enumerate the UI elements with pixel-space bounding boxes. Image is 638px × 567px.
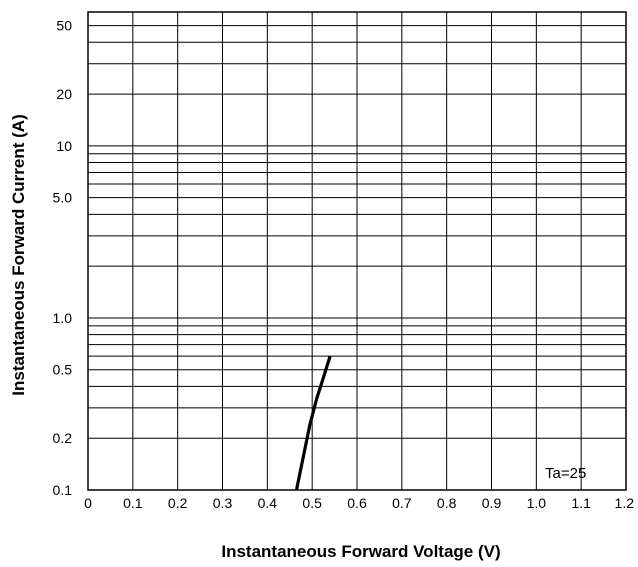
x-tick-label: 0.7 [392, 495, 412, 511]
series [294, 355, 332, 491]
y-tick-label: 0.1 [53, 482, 73, 498]
plot-area [87, 11, 627, 491]
x-tick-label: 1.2 [615, 495, 635, 511]
y-tick-label: 0.5 [53, 362, 73, 378]
forward-current-curve [294, 355, 332, 491]
x-tick-label: 0.6 [347, 495, 367, 511]
annotation-temperature: Ta=25 [545, 465, 586, 482]
grid [87, 11, 627, 491]
x-tick-label: 0.5 [302, 495, 322, 511]
x-tick-labels: 0 0.1 0.2 0.3 0.4 0.5 0.6 0.7 0.8 0.9 1.0 1.1 1.2 [84, 495, 634, 511]
x-tick-label: 0 [84, 495, 92, 511]
x-tick-label: 0.4 [258, 495, 278, 511]
y-tick-label: 0.2 [53, 430, 73, 446]
x-tick-label: 1.0 [527, 495, 547, 511]
y-tick-labels: 0.1 0.2 0.5 1.0 5.0 10 20 50 [53, 18, 73, 498]
x-tick-label: 0.8 [437, 495, 457, 511]
y-tick-label: 1.0 [53, 310, 73, 326]
x-tick-label: 0.9 [482, 495, 502, 511]
y-tick-label: 5.0 [53, 190, 73, 206]
y-tick-label: 10 [56, 138, 72, 154]
y-tick-label: 20 [56, 86, 72, 102]
x-axis-title: Instantaneous Forward Voltage (V) [221, 542, 500, 561]
x-tick-label: 0.1 [123, 495, 143, 511]
x-tick-label: 1.1 [571, 495, 591, 511]
y-axis-title: Instantaneous Forward Current (A) [9, 114, 28, 395]
x-tick-label: 0.2 [168, 495, 188, 511]
x-tick-label: 0.3 [213, 495, 233, 511]
y-tick-label: 50 [56, 18, 72, 34]
